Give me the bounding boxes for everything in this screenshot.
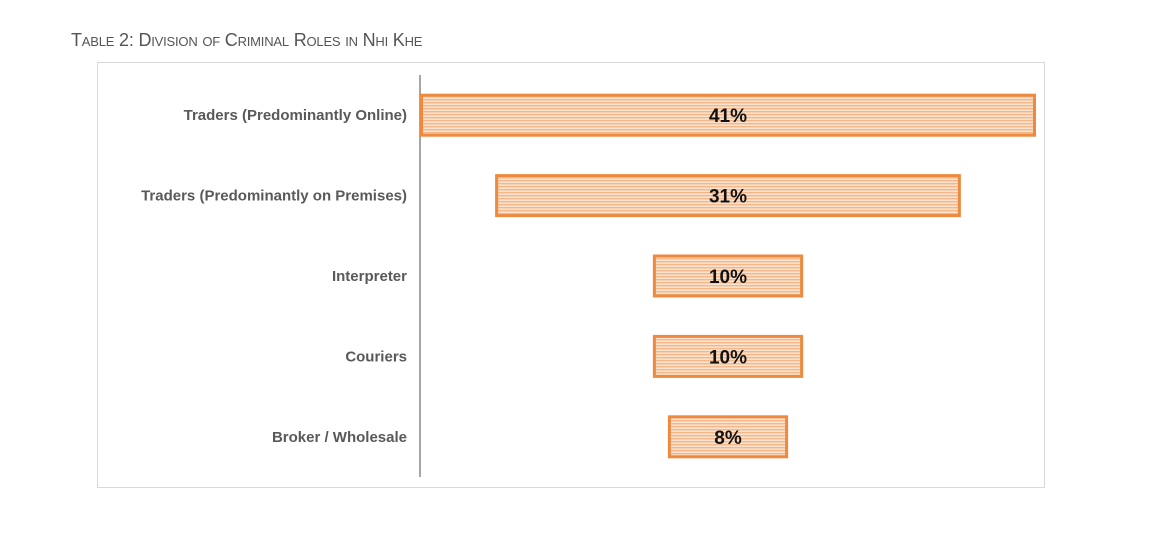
category-label: Interpreter bbox=[332, 268, 407, 285]
category-label: Traders (Predominantly on Premises) bbox=[141, 188, 407, 205]
chart-frame: Traders (Predominantly Online) 41% Traders… bbox=[97, 62, 1045, 488]
bar bbox=[652, 334, 804, 378]
data-label: 10% bbox=[709, 347, 747, 368]
bar bbox=[420, 93, 1036, 137]
bar bbox=[652, 254, 804, 298]
category-label: Broker / Wholesale bbox=[272, 429, 407, 446]
data-label: 8% bbox=[714, 428, 742, 449]
category-label: Traders (Predominantly Online) bbox=[184, 107, 407, 124]
data-label: 41% bbox=[709, 106, 747, 127]
bar bbox=[495, 174, 961, 218]
chart-caption: Table 2: Division of Criminal Roles in N… bbox=[71, 30, 423, 50]
data-label: 31% bbox=[709, 187, 747, 208]
data-label: 10% bbox=[709, 267, 747, 288]
bar bbox=[667, 415, 789, 459]
funnel-chart: Traders (Predominantly Online) 41% Traders… bbox=[141, 75, 1036, 477]
category-label: Couriers bbox=[345, 348, 407, 365]
